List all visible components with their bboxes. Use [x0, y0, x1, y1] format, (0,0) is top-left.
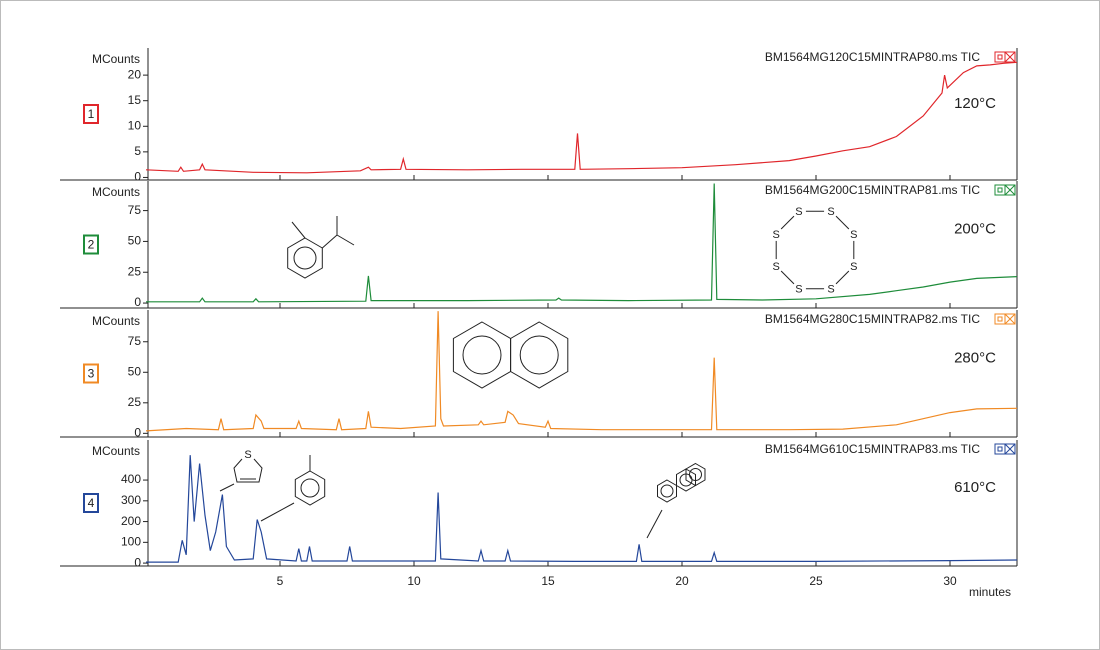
panel-icon	[997, 446, 1003, 452]
temperature-annotation: 280°C	[954, 349, 996, 366]
y-tick-label: 25	[128, 264, 142, 278]
y-tick-label: 0	[134, 295, 141, 309]
chromatogram-line	[145, 61, 1018, 174]
y-tick-label: 50	[128, 234, 142, 248]
bond	[835, 270, 850, 285]
y-tick-label: 0	[134, 426, 141, 440]
y-tick-label: 400	[121, 472, 141, 486]
x-tick-label: 10	[407, 574, 421, 588]
y-tick-label: 15	[128, 93, 142, 107]
y-tick-label: 75	[128, 334, 142, 348]
y-axis-label: MCounts	[92, 314, 140, 328]
y-tick-label: 10	[128, 118, 142, 132]
panel-icon	[997, 187, 1003, 193]
atom-label: S	[244, 449, 251, 461]
y-tick-label: 20	[128, 67, 142, 81]
atom-label: S	[773, 229, 780, 241]
y-tick-label: 75	[128, 203, 142, 217]
panel-close-icon	[1004, 51, 1016, 63]
chromatogram-line	[146, 183, 1018, 303]
x-tick-label: 30	[943, 574, 957, 588]
panel-number-box	[83, 104, 99, 124]
atom-label: S	[850, 261, 857, 273]
x-tick-label: 25	[809, 574, 823, 588]
temperature-annotation: 120°C	[954, 95, 996, 112]
atom-label: S	[795, 206, 802, 218]
atom-label: S	[827, 284, 834, 296]
panel-number-box	[83, 234, 99, 255]
atom-label: S	[795, 284, 802, 296]
phenanthrene-structure	[646, 462, 706, 539]
atom-label: S	[850, 229, 857, 241]
panel-number: 4	[88, 496, 95, 510]
y-tick-label: 5	[134, 144, 141, 158]
chromatogram-line	[146, 455, 1018, 563]
atom-label: S	[773, 261, 780, 273]
x-axis-label: minutes	[969, 585, 1011, 599]
panel-close-icon	[1004, 313, 1016, 325]
panel-number: 2	[88, 238, 95, 252]
panel-title: BM1564MG200C15MINTRAP81.ms TIC	[765, 183, 981, 197]
panel-title: BM1564MG610C15MINTRAP83.ms TIC	[765, 442, 981, 456]
y-tick-label: 300	[121, 493, 141, 507]
panel-number-box	[83, 493, 99, 513]
bond	[835, 215, 850, 230]
panel-title: BM1564MG280C15MINTRAP82.ms TIC	[765, 312, 981, 326]
panel-close-icon	[1004, 184, 1016, 196]
panel-number-box	[83, 363, 99, 384]
thiophene-structure	[219, 458, 263, 492]
o-cymene-structure	[287, 216, 355, 279]
y-axis-label: MCounts	[92, 444, 140, 458]
panel-icon	[997, 316, 1003, 322]
x-tick-label: 20	[675, 574, 689, 588]
y-tick-label: 50	[128, 364, 142, 378]
chromatogram-line	[145, 311, 1018, 432]
y-tick-label: 100	[121, 535, 141, 549]
panel-title: BM1564MG120C15MINTRAP80.ms TIC	[765, 50, 981, 64]
toluene-structure	[260, 455, 326, 522]
panel-icon	[994, 51, 1006, 63]
panel-icon	[994, 313, 1006, 325]
y-tick-label: 200	[121, 514, 141, 528]
panel-icon	[994, 443, 1006, 455]
panel-close-icon	[1004, 51, 1016, 63]
temperature-annotation: 610°C	[954, 479, 996, 496]
bond	[780, 270, 795, 285]
panel-close-icon	[1004, 443, 1016, 455]
naphthalene-structure	[452, 321, 569, 389]
y-tick-label: 0	[134, 170, 141, 184]
panel-close-icon	[1004, 443, 1016, 455]
panel-number: 1	[88, 107, 95, 121]
panel-close-icon	[1004, 313, 1016, 325]
x-tick-label: 5	[277, 574, 284, 588]
panel-close-icon	[1004, 184, 1016, 196]
panel-number: 3	[88, 367, 95, 381]
temperature-annotation: 200°C	[954, 220, 996, 237]
y-tick-label: 0	[134, 555, 141, 569]
y-tick-label: 25	[128, 395, 142, 409]
bond	[780, 215, 795, 230]
x-tick-label: 15	[541, 574, 555, 588]
panel-icon	[997, 54, 1003, 60]
y-axis-label: MCounts	[92, 52, 140, 66]
panel-icon	[994, 184, 1006, 196]
y-axis-label: MCounts	[92, 185, 140, 199]
atom-label: S	[827, 206, 834, 218]
